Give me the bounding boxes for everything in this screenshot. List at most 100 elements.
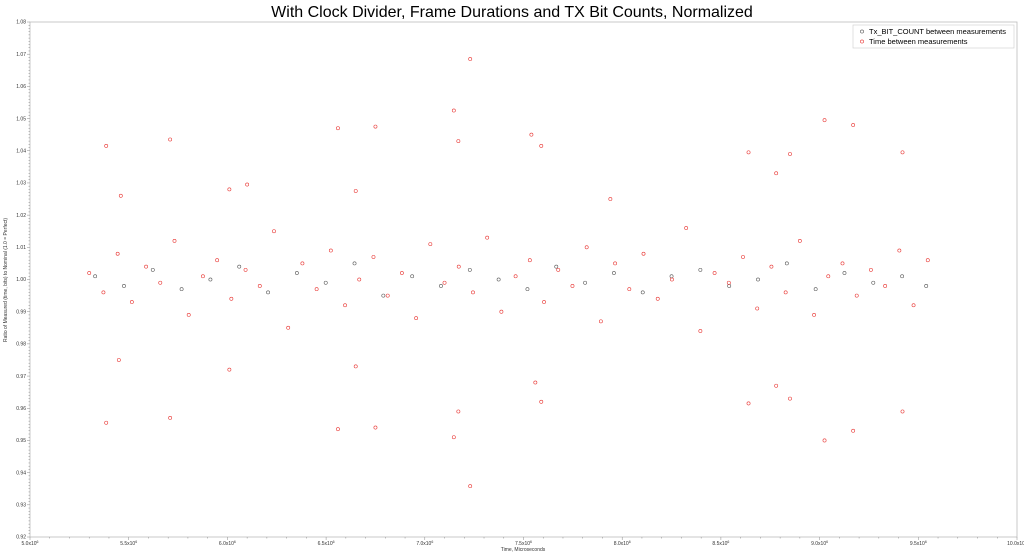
- y-tick-label: 0.97: [16, 374, 26, 380]
- y-tick-label: 0.94: [16, 470, 26, 476]
- chart-title: With Clock Divider, Frame Durations and …: [271, 4, 753, 21]
- x-tick-label: 8.5x106: [712, 540, 729, 547]
- data-point: [542, 300, 546, 304]
- data-point: [286, 325, 291, 330]
- data-point: [883, 284, 888, 288]
- data-point: [115, 251, 120, 256]
- data-point: [756, 277, 760, 282]
- data-point: [243, 267, 248, 272]
- data-point: [669, 274, 674, 279]
- x-axis-label: Time, Microseconds: [501, 547, 546, 553]
- data-point: [456, 139, 461, 143]
- y-axis-label: Ratio of Measured (time, bits) to Nomina…: [3, 218, 9, 342]
- x-axis: 5.0x106 5.5x106 6.0x106 6.5x106 7.0x106 7.5x1…: [22, 537, 1024, 547]
- data-point: [328, 248, 333, 253]
- data-point: [336, 427, 340, 432]
- data-point: [357, 277, 362, 282]
- x-tick-label: 10.0x106: [1007, 540, 1024, 547]
- data-point: [513, 274, 518, 279]
- x-tick-exponent: 6: [37, 540, 39, 544]
- data-point: [813, 287, 818, 292]
- data-point: [499, 309, 504, 314]
- data-point: [314, 287, 319, 292]
- data-point: [769, 264, 774, 269]
- data-point: [533, 380, 538, 385]
- data-point: [456, 409, 461, 414]
- data-point: [451, 435, 456, 440]
- y-tick-label: 0.92: [16, 535, 26, 541]
- data-point: [570, 284, 575, 288]
- x-tick-exponent: 6: [333, 540, 335, 544]
- data-point: [897, 248, 902, 253]
- data-point: [353, 364, 358, 369]
- data-point: [924, 284, 929, 288]
- data-point: [746, 150, 751, 155]
- data-point: [727, 284, 732, 288]
- y-tick-label: 0.93: [16, 503, 26, 509]
- x-tick-base: 5.5x10: [120, 541, 135, 547]
- data-point: [456, 264, 461, 269]
- x-tick-base: 10.0x10: [1007, 541, 1024, 547]
- y-tick-label: 0.95: [16, 438, 26, 444]
- x-tick-exponent: 6: [925, 540, 927, 544]
- data-point: [755, 306, 760, 311]
- y-tick-label: 1.05: [16, 116, 26, 122]
- x-tick-exponent: 6: [530, 540, 532, 544]
- data-point: [428, 242, 433, 246]
- data-point: [797, 238, 802, 243]
- x-tick-base: 6.5x10: [318, 541, 333, 547]
- data-point: [227, 367, 232, 372]
- y-tick-label: 1.04: [16, 148, 26, 154]
- series-tx-bit-count: [93, 261, 929, 298]
- data-point: [336, 126, 340, 131]
- data-point: [272, 229, 276, 234]
- x-tick-exponent: 6: [727, 540, 729, 544]
- data-point: [215, 258, 220, 263]
- data-point: [900, 409, 905, 414]
- data-point: [608, 197, 613, 201]
- x-tick-label: 7.0x106: [416, 540, 433, 547]
- data-point: [598, 319, 603, 324]
- legend-label-time: Time between measurements: [869, 37, 968, 46]
- data-point: [371, 255, 376, 259]
- data-point: [911, 303, 916, 308]
- data-point: [527, 258, 532, 263]
- data-point: [554, 264, 559, 269]
- data-point: [539, 144, 544, 148]
- data-point: [641, 251, 646, 256]
- data-point: [104, 420, 109, 425]
- data-point: [373, 124, 378, 129]
- data-point: [144, 264, 148, 269]
- data-point: [385, 293, 390, 298]
- data-point: [741, 255, 745, 259]
- x-tick-label: 6.0x106: [219, 540, 236, 547]
- x-tick-base: 8.5x10: [712, 541, 727, 547]
- data-point: [172, 238, 177, 243]
- y-tick-label: 1.01: [16, 245, 26, 251]
- x-tick-label: 7.5x106: [515, 540, 532, 547]
- data-point: [822, 438, 827, 443]
- data-point: [116, 358, 121, 362]
- data-point: [670, 277, 674, 282]
- data-point: [104, 144, 109, 148]
- data-point: [168, 416, 173, 420]
- data-point: [485, 235, 490, 240]
- data-point: [300, 261, 305, 266]
- data-point: [208, 277, 213, 282]
- data-point: [467, 267, 472, 272]
- y-tick-label: 0.99: [16, 309, 26, 315]
- y-tick-label: 1.00: [16, 277, 26, 283]
- data-point: [381, 293, 386, 298]
- x-tick-base: 8.0x10: [614, 541, 629, 547]
- data-point: [784, 261, 789, 266]
- x-tick-exponent: 6: [826, 540, 828, 544]
- data-point: [179, 287, 184, 292]
- x-tick-base: 9.0x10: [811, 541, 826, 547]
- legend-marker-time: [860, 39, 864, 44]
- x-tick-base: 5.0x10: [22, 541, 37, 547]
- data-point: [613, 261, 617, 266]
- y-axis: 0.92 0.93 0.94 0.95 0.96 0.97 0.98 0.99 1.00 1.01…: [16, 20, 30, 541]
- data-point: [698, 267, 703, 272]
- data-point: [854, 293, 859, 298]
